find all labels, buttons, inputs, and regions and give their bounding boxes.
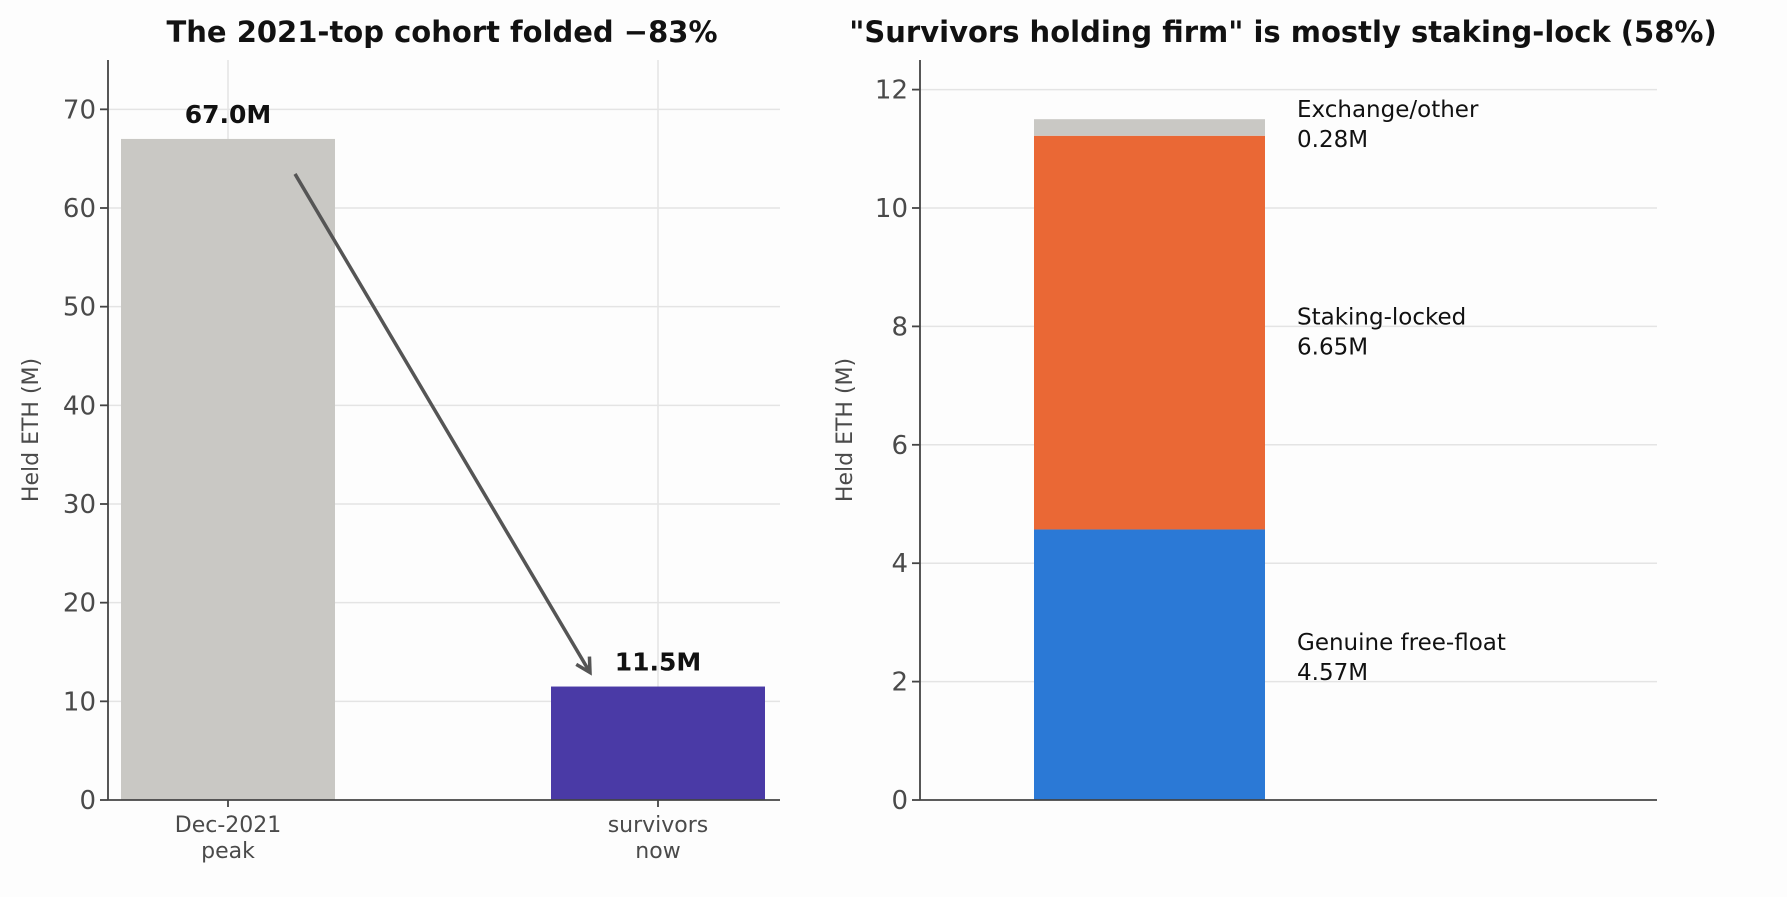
right-segment-value-free-float: 4.57M (1297, 660, 1368, 686)
right-segment-value-exchange-other: 0.28M (1297, 127, 1368, 153)
left-chart-title: The 2021-top cohort folded −83% (167, 15, 718, 49)
right-segment-staking-locked (1034, 135, 1265, 530)
left-value-label: 67.0M (185, 100, 272, 129)
right-y-tick-label: 4 (891, 549, 908, 579)
left-y-tick-label: 20 (63, 589, 96, 619)
left-chart-panel: The 2021-top cohort folded −83% Held ETH… (19, 15, 780, 864)
left-y-tick-label: 60 (63, 194, 96, 224)
left-bar-survivors (551, 686, 765, 800)
right-y-tick-label: 6 (891, 431, 908, 461)
right-y-axis-label: Held ETH (M) (833, 358, 858, 502)
left-y-tick-label: 30 (63, 490, 96, 520)
left-value-label: 11.5M (615, 648, 702, 677)
right-segment-name-exchange-other: Exchange/other (1297, 97, 1479, 123)
left-x-tick-label: Dec-2021 (175, 813, 282, 838)
left-y-tick-label: 70 (63, 95, 96, 125)
right-segment-name-free-float: Genuine free-float (1297, 630, 1506, 656)
right-y-tick-label: 0 (891, 786, 908, 816)
right-chart-title: "Survivors holding firm" is mostly staki… (849, 15, 1716, 49)
decline-arrow-shaft (293, 173, 592, 674)
right-chart-panel: "Survivors holding firm" is mostly staki… (833, 15, 1717, 816)
left-y-tick-label: 10 (63, 687, 96, 717)
left-x-tick-label-line2: now (635, 839, 680, 864)
left-y-tick-label: 50 (63, 293, 96, 323)
left-y-axis-label: Held ETH (M) (19, 358, 44, 502)
right-y-tick-label: 2 (891, 668, 908, 698)
left-y-tick-label: 0 (79, 786, 96, 816)
right-y-tick-label: 8 (891, 312, 908, 342)
right-segment-value-staking-locked: 6.65M (1297, 334, 1368, 360)
right-y-tick-label: 12 (875, 76, 908, 106)
left-y-tick-label: 40 (63, 391, 96, 421)
right-segment-exchange-other (1034, 119, 1265, 136)
left-x-tick-label-line2: peak (201, 839, 255, 864)
decline-arrow-head (575, 656, 592, 676)
left-bar-peak (121, 138, 335, 800)
right-y-tick-label: 10 (875, 194, 908, 224)
right-segment-free-float (1034, 529, 1265, 800)
right-segment-name-staking-locked: Staking-locked (1297, 304, 1466, 330)
left-x-tick-label: survivors (608, 813, 709, 838)
